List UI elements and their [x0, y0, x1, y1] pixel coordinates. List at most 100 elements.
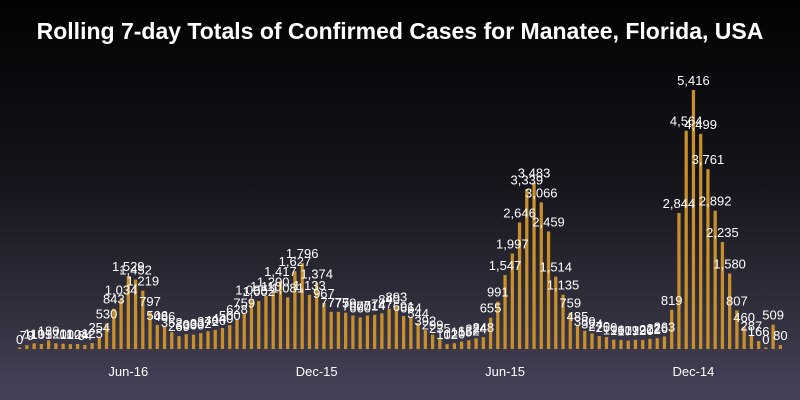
bar — [648, 338, 652, 349]
data-label: 80 — [773, 328, 787, 343]
data-label: 287 — [741, 318, 763, 333]
x-tick-label: Jun-15 — [485, 364, 525, 379]
data-label: 1,374 — [300, 266, 333, 281]
bar — [155, 324, 159, 349]
data-label: 155 — [451, 325, 473, 340]
data-label: 235 — [429, 321, 451, 336]
bar — [126, 275, 130, 349]
bar — [757, 341, 761, 349]
bar — [517, 222, 522, 349]
data-label: 190 — [632, 323, 654, 338]
bar — [539, 202, 543, 349]
data-label: 4,499 — [684, 117, 717, 132]
data-label: 747 — [371, 296, 393, 311]
data-label: 0 — [16, 332, 23, 347]
data-label: 2,844 — [663, 196, 696, 211]
bar — [199, 333, 203, 349]
bar — [510, 253, 514, 349]
bar — [300, 263, 304, 349]
bar — [626, 340, 630, 349]
bar — [293, 271, 297, 349]
data-label: 1,529 — [112, 259, 145, 274]
bar — [54, 343, 58, 349]
data-label: 967 — [313, 286, 335, 301]
data-label: 1,997 — [496, 237, 529, 252]
bar — [104, 323, 109, 349]
bar — [242, 312, 246, 349]
bar — [481, 337, 485, 349]
bar — [133, 279, 138, 349]
bar — [655, 338, 659, 349]
data-label: 270 — [588, 319, 610, 334]
data-label: 440 — [212, 311, 234, 326]
data-label: 392 — [415, 313, 437, 328]
data-label: 1,200 — [257, 275, 290, 290]
data-label: 628 — [226, 302, 248, 317]
bar — [445, 344, 449, 349]
data-label: 1,135 — [547, 278, 580, 293]
data-label: 190 — [610, 323, 632, 338]
bar — [315, 283, 319, 349]
data-label: 1,580 — [713, 256, 746, 271]
data-label: 1,452 — [119, 263, 152, 278]
data-label: 1,219 — [127, 274, 160, 289]
bar — [141, 290, 145, 349]
data-label: 759 — [335, 296, 357, 311]
data-label: 1,110 — [250, 279, 282, 294]
bar — [452, 343, 456, 349]
bar — [416, 322, 420, 349]
data-label: 332 — [190, 316, 212, 331]
data-label: 544 — [407, 306, 429, 321]
data-label: 530 — [96, 307, 118, 322]
data-label: 299 — [422, 318, 444, 333]
data-label: 192 — [625, 323, 647, 338]
bar — [590, 333, 594, 349]
bar — [706, 169, 710, 349]
data-label: 1,081 — [271, 280, 304, 295]
data-label: 104 — [67, 327, 89, 342]
bar — [423, 330, 427, 349]
bar — [561, 294, 565, 349]
data-label: 506 — [146, 308, 168, 323]
x-tick-label: Jun-16 — [108, 364, 148, 379]
data-label: 1,133 — [293, 278, 326, 293]
bar — [699, 133, 703, 349]
data-label: 991 — [487, 285, 509, 300]
bar — [597, 336, 601, 349]
data-label: 3,339 — [511, 172, 544, 187]
data-label: 1,417 — [264, 264, 297, 279]
data-label: 655 — [480, 301, 502, 316]
data-label: 102 — [59, 327, 81, 342]
bar — [496, 301, 500, 349]
data-label: 111 — [53, 327, 73, 342]
data-label: 4,564 — [670, 114, 703, 129]
data-label: 714 — [364, 298, 386, 313]
bar — [97, 336, 101, 349]
data-label: 819 — [661, 293, 683, 308]
bar — [148, 310, 152, 349]
bar — [351, 315, 355, 349]
bar — [380, 313, 384, 349]
bar — [409, 317, 413, 349]
data-label: 177 — [617, 324, 639, 339]
bar — [213, 329, 217, 349]
data-label: 309 — [175, 317, 197, 332]
bar — [344, 312, 348, 349]
bar — [771, 324, 775, 349]
data-label: 2,235 — [706, 225, 739, 240]
bar — [728, 273, 732, 349]
data-label: 1,002 — [242, 284, 275, 299]
data-label: 352 — [161, 315, 183, 330]
bar — [742, 327, 746, 349]
data-label: 300 — [183, 318, 205, 333]
bar — [271, 291, 275, 349]
bar — [170, 332, 174, 349]
bar — [17, 347, 22, 349]
bar — [336, 311, 341, 349]
x-tick-label: Dec-14 — [672, 364, 714, 379]
bar — [525, 189, 529, 349]
bar — [401, 315, 406, 349]
data-label: 84 — [78, 328, 92, 343]
bar — [749, 335, 754, 349]
bar — [177, 336, 181, 349]
